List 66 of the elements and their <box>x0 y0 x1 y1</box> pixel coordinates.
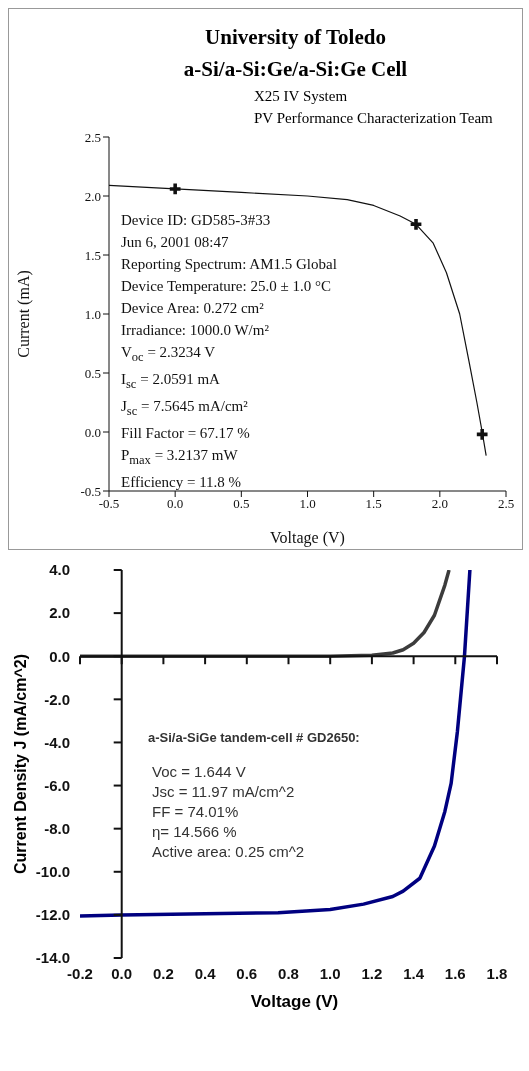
annotation: a-Si/a-SiGe tandem-cell # GD2650: <box>148 729 360 747</box>
annotation: Jsc = 11.97 mA/cm^2 <box>151 782 296 802</box>
point <box>476 428 488 440</box>
x-tick-label: 1.6 <box>444 964 466 982</box>
x-tick-label: -0.2 <box>67 964 93 982</box>
y-tick-label: 4.0 <box>49 561 70 579</box>
y-tick-label: 2.0 <box>84 188 101 204</box>
annotation: Irradiance: 1000.0 W/m² <box>121 321 270 340</box>
line-series <box>80 570 451 658</box>
text: X25 IV System <box>254 87 349 106</box>
x-tick-label: 1.0 <box>299 496 316 512</box>
x-tick-label: 0.0 <box>167 496 184 512</box>
y-tick-label: 0.0 <box>84 424 101 440</box>
x-axis-title: Voltage (V) <box>249 992 340 1012</box>
line-series <box>80 570 472 918</box>
point <box>410 218 422 230</box>
x-tick-label: -0.5 <box>98 496 120 512</box>
y-tick-label: 1.0 <box>84 306 101 322</box>
y-tick-label: 1.5 <box>84 247 101 263</box>
point <box>169 183 181 195</box>
annotation: Active area: 0.25 cm^2 <box>151 842 306 862</box>
y-tick-label: 2.0 <box>49 604 70 622</box>
y-tick-label: -6.0 <box>44 776 70 794</box>
x-tick-label: 2.5 <box>497 496 515 512</box>
annotation: I$_{sc}$ = 2.0591 mA <box>121 370 221 393</box>
x-tick-label: 0.5 <box>233 496 250 512</box>
text: PV Performance Characterization Team <box>254 109 494 128</box>
x-tick-label: 0.8 <box>278 964 299 982</box>
y-tick-label: -12.0 <box>35 906 70 924</box>
x-tick-label: 1.4 <box>403 964 425 982</box>
y-tick-label: -0.5 <box>80 483 101 499</box>
x-tick-label: 0.0 <box>111 964 133 982</box>
annotation: Voc = 1.644 V <box>151 762 247 782</box>
x-tick-label: 1.0 <box>319 964 341 982</box>
y-tick-label: -8.0 <box>44 819 70 837</box>
annotation: Reporting Spectrum: AM1.5 Global <box>121 255 337 274</box>
x-tick-label: 0.6 <box>236 964 258 982</box>
y-tick-label: 0.5 <box>84 365 101 381</box>
annotation: J$_{sc}$ = 7.5645 mA/cm² <box>121 397 249 420</box>
chart-title: University of Toledo <box>204 24 387 51</box>
x-tick-label: 0.4 <box>194 964 217 982</box>
y-tick-label: -10.0 <box>35 863 70 881</box>
x-tick-label: 2.0 <box>431 496 448 512</box>
y-tick-label: -2.0 <box>44 690 70 708</box>
x-tick-label: 1.8 <box>486 964 508 982</box>
x-tick-label: 1.2 <box>361 964 383 982</box>
annotation: Efficiency = 11.8 % <box>121 473 243 492</box>
annotation: Device Temperature: 25.0 ± 1.0 °C <box>121 277 332 296</box>
y-axis-title: Current (mA) <box>14 270 33 358</box>
chart-subtitle: a-Si/a-Si:Ge/a-Si:Ge Cell <box>182 56 409 83</box>
annotation: η= 14.566 % <box>151 822 238 842</box>
y-axis-title: Current Density J (mA/cm^2) <box>12 652 30 877</box>
annotation: Device ID: GD585-3#33 <box>121 211 272 230</box>
annotation: V$_{oc}$ = 2.3234 V <box>121 343 217 366</box>
y-tick-label: -14.0 <box>35 949 70 967</box>
annotation: Jun 6, 2001 08:47 <box>121 233 230 252</box>
annotation: P$_{max}$ = 3.2137 mW <box>121 446 239 469</box>
x-tick-label: 1.5 <box>365 496 382 512</box>
y-tick-label: 0.0 <box>49 647 70 665</box>
annotation: Device Area: 0.272 cm² <box>121 299 265 318</box>
y-tick-label: 2.5 <box>84 129 101 145</box>
annotation: FF = 74.01% <box>151 802 240 822</box>
annotation: Fill Factor = 67.17 % <box>121 424 251 443</box>
x-axis-title: Voltage (V) <box>270 529 345 547</box>
x-tick-label: 0.2 <box>152 964 174 982</box>
y-tick-label: -4.0 <box>44 733 70 751</box>
